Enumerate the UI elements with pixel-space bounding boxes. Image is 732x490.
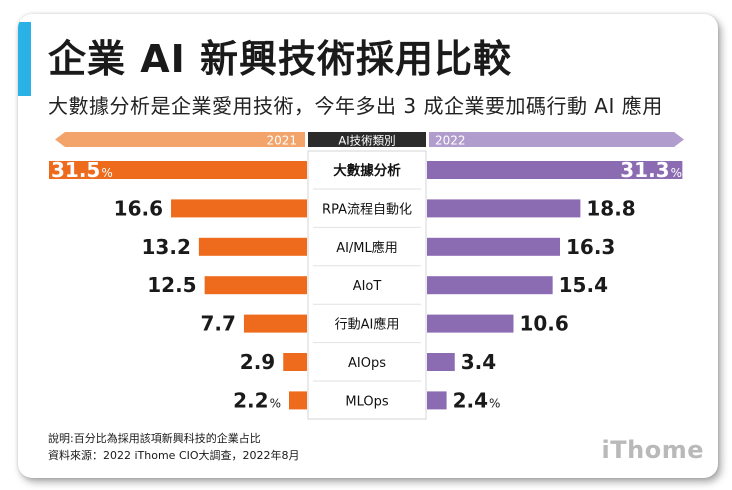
bar-2022: [427, 314, 514, 333]
category-column-frame: [307, 150, 427, 420]
category-label: AI/ML應用: [336, 240, 398, 256]
bar-2021: [171, 199, 307, 218]
bar-2022: [427, 161, 683, 179]
bar-2021: [204, 276, 307, 295]
value-label-2021: 16.6: [114, 196, 163, 220]
bar-2022: [427, 276, 553, 295]
value-label-2022: 2.4%: [453, 388, 501, 412]
value-label-2022: 10.6: [519, 312, 568, 336]
category-label: 行動AI應用: [335, 317, 400, 333]
category-label: RPA流程自動化: [322, 202, 412, 217]
chart-title: 企業 AI 新興技術採用比較: [48, 37, 513, 81]
bar-2022: [427, 391, 447, 410]
footnote-explanation: 說明:百分比為採用該項新興科技的企業占比: [48, 432, 261, 445]
category-label: AIoT: [353, 279, 382, 294]
header-2022-arrow: [429, 132, 684, 147]
bar-2021: [288, 391, 307, 410]
value-label-2021: 7.7: [200, 312, 235, 336]
infographic-card: 企業 AI 新興技術採用比較 大數據分析是企業愛用技術，今年多出 3 成企業要加…: [18, 14, 718, 478]
header-category-label: AI技術類別: [338, 134, 395, 148]
value-label-2021: 2.2%: [233, 388, 281, 412]
header-2021-arrow: [55, 132, 305, 147]
value-label-2021: 31.5%: [51, 158, 113, 182]
category-label: AIOps: [348, 356, 386, 371]
butterfly-bar-chart: 2021 AI技術類別 2022 大數據分析 31.5% 31.3% RPA流程自動化 16.…: [49, 132, 684, 420]
bar-2021: [198, 237, 307, 256]
bar-2022: [427, 199, 581, 218]
chart-subtitle: 大數據分析是企業愛用技術，今年多出 3 成企業要加碼行動 AI 應用: [48, 94, 663, 118]
bar-2022: [427, 353, 455, 371]
bar-2021: [283, 353, 307, 371]
value-label-2022: 15.4: [559, 273, 608, 297]
category-label: 大數據分析: [333, 162, 401, 179]
value-label-2022: 31.3%: [620, 158, 682, 182]
value-label-2022: 16.3: [566, 235, 615, 259]
bar-2021: [243, 314, 307, 333]
value-label-2022: 3.4: [461, 350, 496, 374]
value-label-2022: 18.8: [586, 196, 635, 220]
category-label: MLOps: [345, 394, 388, 409]
header-2022-label: 2022: [435, 134, 466, 148]
ithome-logo: iThome: [601, 436, 704, 464]
bar-2022: [427, 237, 560, 256]
bar-2021: [49, 161, 307, 179]
value-label-2021: 12.5: [147, 273, 196, 297]
header-category-box: [308, 132, 426, 147]
footnote-source: 資料來源：2022 iThome CIO大調查，2022年8月: [48, 449, 300, 462]
header-2021-label: 2021: [266, 134, 297, 148]
title-accent-bar: [18, 22, 31, 96]
value-label-2021: 2.9: [240, 350, 275, 374]
value-label-2021: 13.2: [142, 235, 191, 259]
